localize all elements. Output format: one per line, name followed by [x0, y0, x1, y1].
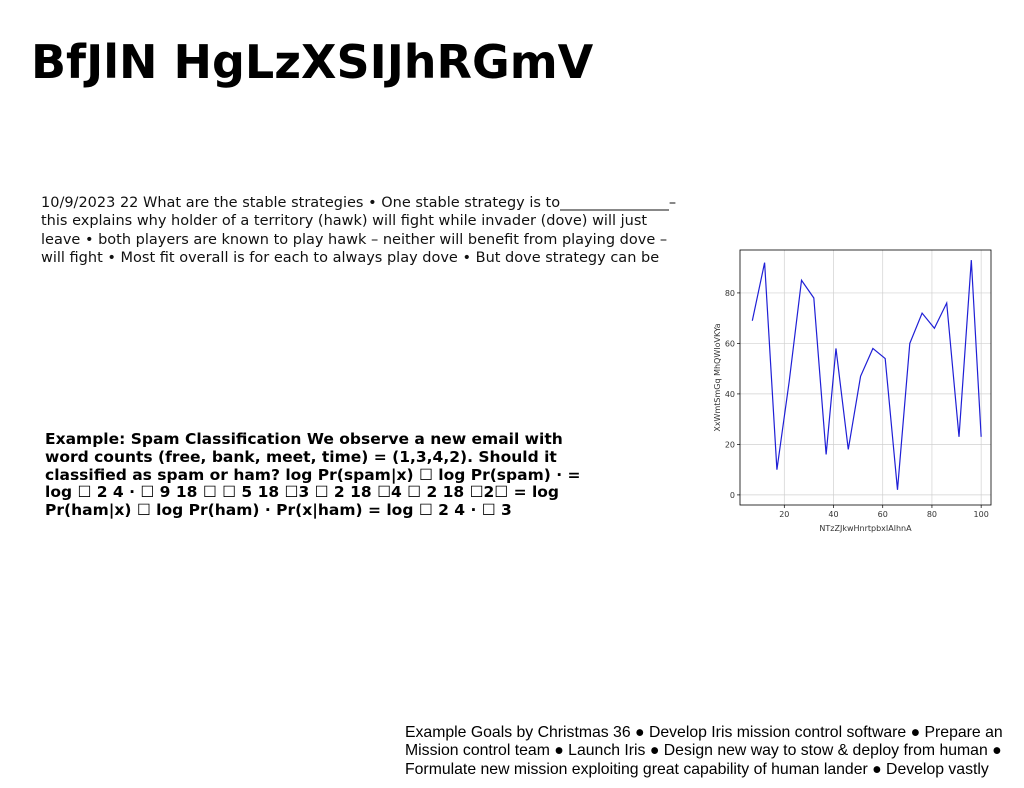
slide-title: BfJlN HgLzXSIJhRGmV [31, 35, 594, 89]
y-tick-label: 80 [725, 289, 735, 298]
goals-text-block: Example Goals by Christmas 36 ● Develop … [405, 724, 1003, 778]
line-chart-svg: 20 40 60 80 100 0 20 40 60 80 NTzZJkwHnrtpbxIAlhn… [713, 249, 992, 533]
x-tick-label: 80 [927, 510, 937, 519]
spam-example-text-block: Example: Spam Classification We observe … [45, 430, 581, 520]
strategy-text-block: 10/9/2023 22 What are the stable strateg… [41, 195, 677, 266]
x-tick-label: 100 [974, 510, 989, 519]
x-tick-label: 60 [878, 510, 888, 519]
chart-grid [740, 250, 991, 505]
y-tick-label: 0 [730, 491, 735, 500]
line-chart: 20 40 60 80 100 0 20 40 60 80 NTzZJkwHnrtpbxIAlhn… [712, 244, 1002, 540]
y-tick-label: 40 [725, 390, 735, 399]
y-tick-label: 60 [725, 339, 735, 348]
y-axis-title: XxWmtSmGq MhQWIoVKYa [713, 323, 722, 431]
x-tick-label: 40 [828, 510, 838, 519]
y-tick-label: 20 [725, 440, 735, 449]
series-line [751, 260, 982, 490]
x-tick-label: 20 [779, 510, 789, 519]
x-axis-title: NTzZJkwHnrtpbxIAlhnA [819, 524, 912, 533]
plot-frame [739, 249, 992, 506]
chart-ticks: 20 40 60 80 100 0 20 40 60 80 [725, 289, 989, 519]
